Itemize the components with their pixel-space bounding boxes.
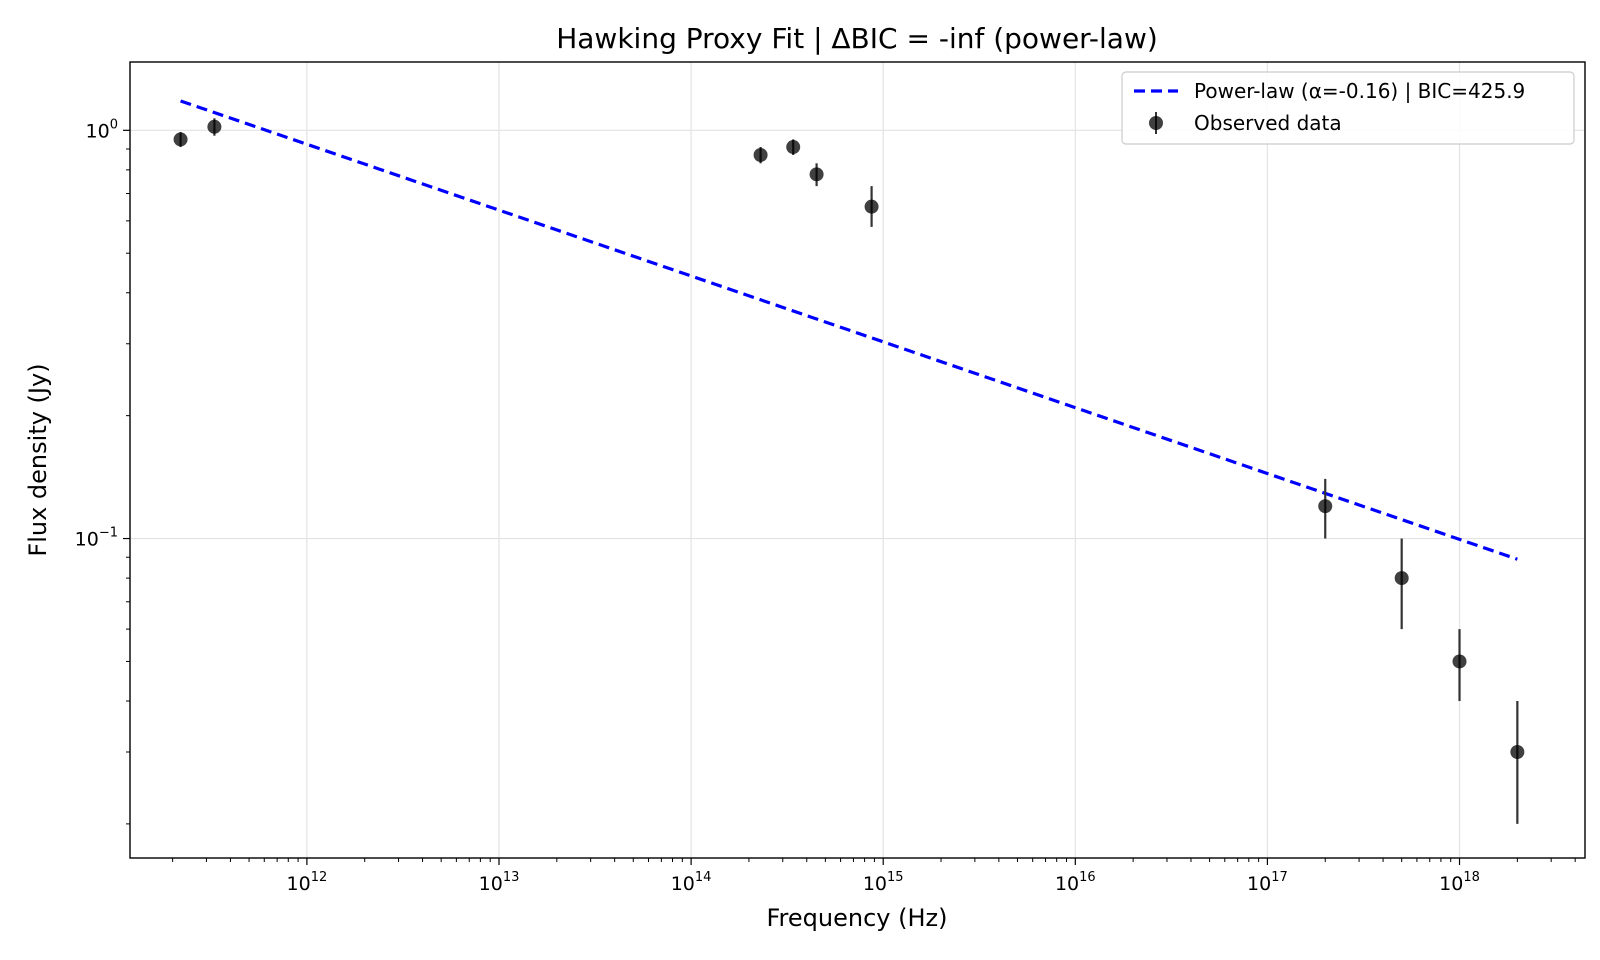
- major-ticks: [123, 129, 1461, 865]
- data-point: [809, 163, 824, 187]
- data-point: [753, 147, 768, 164]
- data-point: [1452, 629, 1467, 702]
- y-axis-label: Flux density (Jy): [24, 363, 52, 556]
- tick-labels: 1012 1013 1014 1015 1016 1017 1018 100 10−1: [75, 117, 1480, 895]
- data-marker: [753, 147, 768, 162]
- data-marker: [786, 140, 801, 155]
- legend-box: [1121, 71, 1575, 145]
- data-marker: [1394, 571, 1409, 586]
- x-tick-label: 1017: [1247, 870, 1288, 895]
- x-tick-label: 1015: [863, 870, 904, 895]
- plot-area-frame: [129, 61, 1586, 859]
- legend: Power-law (α=-0.16) | BIC=425.9 Observed…: [1121, 71, 1575, 145]
- x-tick-label: 1012: [287, 870, 328, 895]
- grid-lines: [130, 62, 1585, 858]
- data-marker: [1318, 499, 1333, 514]
- x-axis-label: Frequency (Hz): [767, 904, 948, 932]
- observed-data-points: [173, 118, 1525, 824]
- y-tick-label: 100: [86, 117, 118, 142]
- data-marker: [809, 167, 824, 182]
- data-marker: [173, 132, 188, 147]
- y-tick-label: 10−1: [75, 526, 118, 551]
- data-marker: [1510, 745, 1525, 760]
- data-point: [1318, 478, 1333, 539]
- plot-series: [173, 99, 1525, 824]
- power-law-fit-line: [180, 99, 1518, 561]
- chart-title: Hawking Proxy Fit | ΔBIC = -inf (power-l…: [556, 22, 1158, 55]
- data-point: [173, 132, 188, 148]
- data-marker: [1452, 654, 1467, 669]
- data-point: [786, 139, 801, 155]
- legend-fit-label: Power-law (α=-0.16) | BIC=425.9: [1194, 79, 1525, 103]
- data-point: [207, 118, 222, 136]
- data-marker: [864, 199, 879, 214]
- data-marker: [207, 119, 222, 134]
- x-tick-label: 1016: [1055, 870, 1096, 895]
- legend-data-label: Observed data: [1194, 111, 1342, 135]
- x-tick-label: 1013: [479, 870, 520, 895]
- data-point: [1394, 538, 1409, 630]
- legend-data-marker: [1149, 116, 1163, 130]
- data-point: [864, 186, 879, 227]
- data-point: [1510, 701, 1525, 824]
- x-tick-label: 1014: [671, 870, 712, 895]
- x-tick-label: 1018: [1439, 870, 1480, 895]
